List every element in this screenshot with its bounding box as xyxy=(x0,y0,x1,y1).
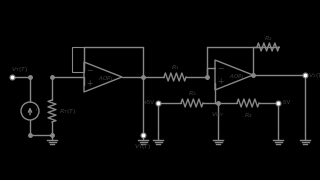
Text: $AOP_2$: $AOP_2$ xyxy=(229,73,245,81)
Text: $V_1(T)$: $V_1(T)$ xyxy=(134,142,152,151)
Text: $AOP_1$: $AOP_1$ xyxy=(98,75,114,84)
Text: $R_1$: $R_1$ xyxy=(171,64,179,72)
Text: $R_2$: $R_2$ xyxy=(264,35,272,43)
Text: −: − xyxy=(86,66,92,75)
Text: -5V: -5V xyxy=(282,100,291,105)
Text: $i$: $i$ xyxy=(35,105,39,113)
Text: −: − xyxy=(217,64,223,73)
Text: $V_T(T)$: $V_T(T)$ xyxy=(11,66,28,75)
Text: $R_4$: $R_4$ xyxy=(244,111,252,120)
Text: +5V: +5V xyxy=(142,100,154,105)
Text: +: + xyxy=(86,79,92,88)
Text: +: + xyxy=(217,77,223,86)
Text: $R_T(T)$: $R_T(T)$ xyxy=(59,107,76,116)
Text: $V_{Off}$: $V_{Off}$ xyxy=(211,110,225,119)
Text: $V_2(T)$: $V_2(T)$ xyxy=(308,71,320,80)
Text: $R_3$: $R_3$ xyxy=(188,89,196,98)
